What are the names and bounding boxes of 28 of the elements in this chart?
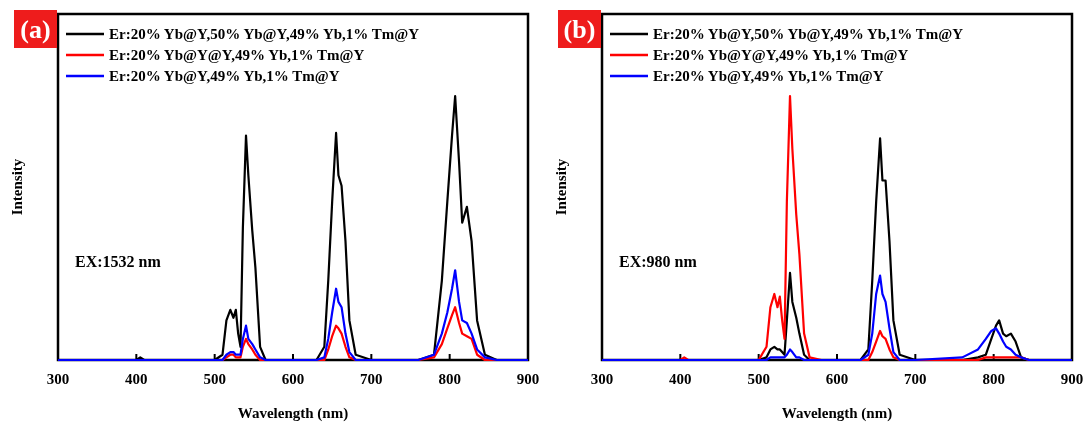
- y-axis-title: Intensity: [553, 158, 569, 216]
- x-tick-label: 900: [1060, 371, 1084, 387]
- x-tick-label: 700: [360, 371, 383, 387]
- legend-label: Er:20% Yb@Y@Y,49% Yb,1% Tm@Y: [653, 47, 909, 63]
- x-tick-label: 500: [203, 371, 226, 387]
- x-axis-title: Wavelength (nm): [781, 405, 893, 422]
- chart-title: (a): [20, 15, 51, 44]
- x-tick-label: 800: [982, 371, 1005, 387]
- annotation: EX:1532 nm: [75, 252, 162, 270]
- annotation: EX:980 nm: [619, 252, 698, 270]
- x-tick-label: 600: [825, 371, 849, 387]
- x-axis-title: Wavelength (nm): [237, 405, 349, 422]
- x-tick-label: 300: [590, 371, 614, 387]
- x-tick-label: 700: [904, 371, 927, 387]
- legend-label: Er:20% Yb@Y,50% Yb@Y,49% Yb,1% Tm@Y: [653, 26, 964, 42]
- legend-label: Er:20% Yb@Y,49% Yb,1% Tm@Y: [653, 68, 884, 84]
- legend-label: Er:20% Yb@Y@Y,49% Yb,1% Tm@Y: [109, 47, 365, 63]
- x-tick-label: 400: [125, 371, 148, 387]
- legend-label: Er:20% Yb@Y,49% Yb,1% Tm@Y: [109, 68, 340, 84]
- chart-title: (b): [563, 15, 596, 44]
- y-axis-title: Intensity: [9, 158, 25, 216]
- x-tick-label: 400: [669, 371, 692, 387]
- x-tick-label: 500: [747, 371, 770, 387]
- x-tick-label: 800: [438, 371, 461, 387]
- x-tick-label: 600: [281, 371, 305, 387]
- legend-label: Er:20% Yb@Y,50% Yb@Y,49% Yb,1% Tm@Y: [109, 26, 420, 42]
- x-tick-label: 300: [46, 371, 70, 387]
- x-tick-label: 900: [516, 371, 540, 387]
